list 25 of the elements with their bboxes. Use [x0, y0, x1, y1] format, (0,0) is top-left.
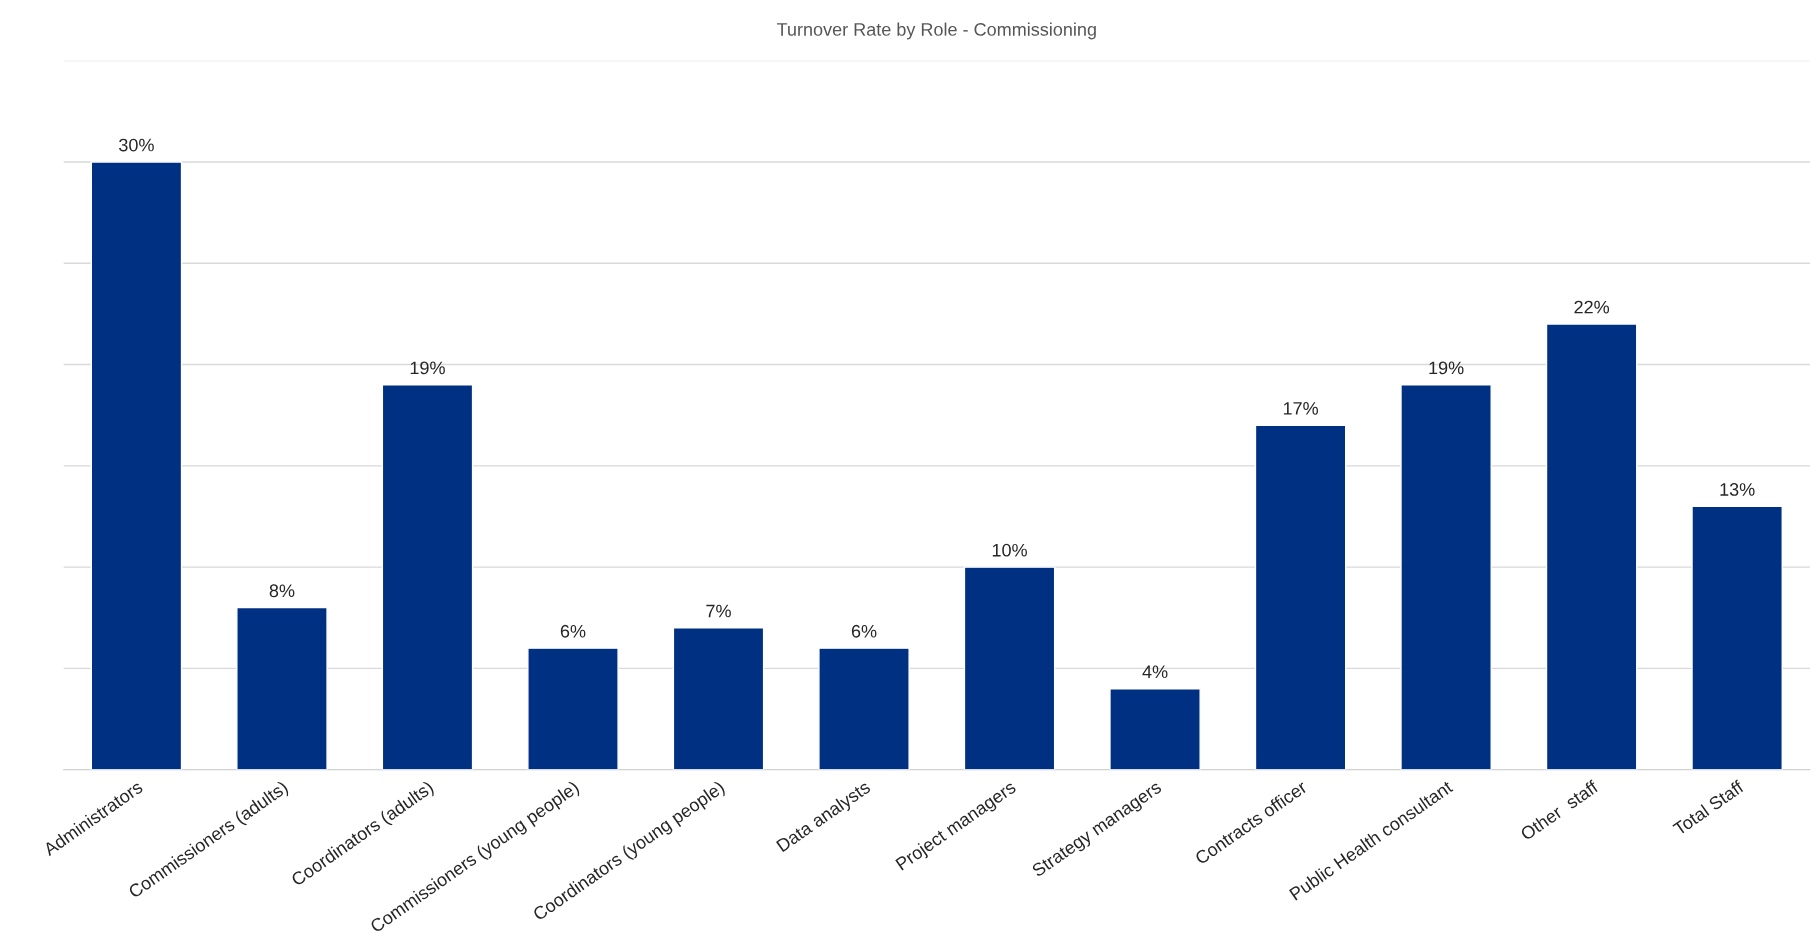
data-label: 19% [1429, 361, 1464, 375]
data-label: 13% [1720, 483, 1755, 496]
data-label: 6% [560, 624, 586, 638]
bar [1545, 323, 1638, 770]
data-label: 6% [851, 624, 877, 638]
bar [1400, 384, 1492, 770]
data-label: 7% [706, 604, 731, 618]
data-label: 10% [992, 543, 1027, 557]
data-label: 30% [119, 138, 154, 152]
data-label: 8% [269, 584, 295, 598]
data-label: 19% [410, 361, 445, 375]
bar [963, 566, 1056, 770]
bar [1109, 687, 1201, 770]
bar [236, 606, 328, 770]
data-label: 22% [1574, 300, 1610, 314]
bar [818, 647, 910, 770]
data-label: 17% [1283, 402, 1319, 415]
data-label: 4% [1142, 665, 1168, 679]
bar [1691, 505, 1783, 770]
bar [672, 627, 765, 770]
bar [527, 647, 619, 770]
bar [1254, 424, 1347, 770]
chart-title: Turnover Rate by Role - Commissioning [776, 22, 1096, 40]
bar [381, 384, 474, 770]
bar [90, 161, 183, 770]
